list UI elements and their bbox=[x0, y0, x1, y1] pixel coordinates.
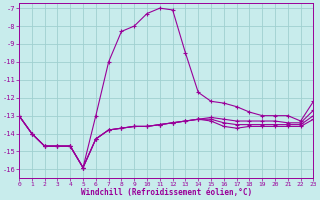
X-axis label: Windchill (Refroidissement éolien,°C): Windchill (Refroidissement éolien,°C) bbox=[81, 188, 252, 197]
